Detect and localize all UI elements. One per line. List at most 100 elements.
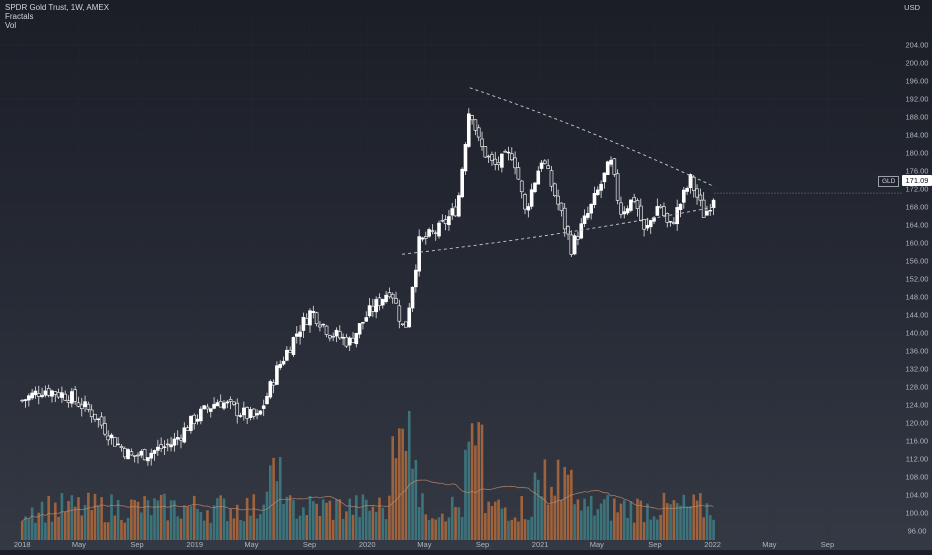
candle-body <box>390 294 395 299</box>
volume-bar <box>20 521 24 540</box>
volume-bar <box>629 501 633 540</box>
candle-body <box>437 222 441 237</box>
candle-body <box>483 146 488 158</box>
symbol-title[interactable]: SPDR Gold Trust, 1W, AMEX <box>5 3 110 12</box>
volume-bar <box>550 486 553 540</box>
volume-bar <box>626 517 629 540</box>
price-tick-label: 204.00 <box>906 41 929 50</box>
candle-body <box>351 337 355 343</box>
price-tick-label: 172.00 <box>906 185 929 194</box>
volume-bar <box>312 501 315 540</box>
candle-body <box>238 415 243 417</box>
volume-bar <box>321 499 325 540</box>
volume-bar <box>189 506 193 540</box>
volume-bar <box>259 514 262 540</box>
volume-bar <box>669 504 672 540</box>
candle-body <box>559 202 564 211</box>
volume-bar <box>57 516 60 540</box>
volume-bar <box>292 500 295 540</box>
volume-bar <box>50 521 54 540</box>
candle-body <box>503 151 507 153</box>
ticker-tag: GLD <box>878 176 900 187</box>
candle-body <box>175 437 180 440</box>
candle-body <box>533 182 537 193</box>
candle-body <box>165 443 170 446</box>
candle-body <box>30 392 34 399</box>
candle-body <box>126 449 130 460</box>
candle-body <box>248 409 253 418</box>
candle-body <box>423 236 428 239</box>
candle-body <box>83 401 87 408</box>
candle-body <box>179 437 183 441</box>
candle-body <box>86 403 91 410</box>
candle-body <box>268 381 273 398</box>
volume-bar <box>212 505 216 540</box>
candle-body <box>470 115 474 121</box>
time-tick-label: May <box>590 540 604 549</box>
candle-body <box>63 393 68 401</box>
volume-bar <box>37 512 41 540</box>
volume-bar <box>407 410 411 540</box>
price-tick-label: 104.00 <box>906 491 929 500</box>
candle-body <box>460 168 464 198</box>
candle-body <box>566 226 570 235</box>
volume-bar <box>53 502 57 540</box>
candle-body <box>169 444 173 448</box>
price-tick-label: 156.00 <box>906 257 929 266</box>
price-tick-label: 140.00 <box>906 329 929 338</box>
indicator-fractals-label[interactable]: Fractals <box>5 12 34 21</box>
volume-bar <box>156 500 160 540</box>
candle-body <box>27 395 31 401</box>
candle-body <box>427 229 431 237</box>
price-tick-label: 152.00 <box>906 275 929 284</box>
volume-bar <box>192 495 196 540</box>
candle-body <box>46 387 51 396</box>
candle-body <box>490 154 494 161</box>
currency-label[interactable]: USD <box>904 3 920 12</box>
volume-bar <box>622 500 626 540</box>
candle-body <box>486 155 491 158</box>
candle-body <box>23 399 28 401</box>
candle-body <box>281 360 286 365</box>
candle-body <box>189 415 193 431</box>
time-tick-label: Sep <box>476 540 489 549</box>
candle-body <box>582 215 587 224</box>
volume-bar <box>421 493 424 540</box>
volume-bar <box>404 450 408 540</box>
candle-body <box>146 457 150 462</box>
candle-body <box>357 323 362 335</box>
candle-body <box>271 382 276 386</box>
volume-bar <box>682 494 686 540</box>
volume-bar <box>437 517 441 540</box>
volume-bar <box>361 494 365 540</box>
volume-bar <box>63 511 67 540</box>
candle-body <box>304 317 309 325</box>
volume-bar <box>490 505 494 540</box>
candle-body <box>70 391 74 404</box>
volume-bar <box>73 506 77 540</box>
candle-body <box>142 449 147 461</box>
candle-body <box>116 443 120 446</box>
volume-bar <box>295 518 299 540</box>
candle-body <box>685 187 689 192</box>
volume-bar <box>596 509 600 540</box>
volume-bar <box>341 519 345 540</box>
volume-bar <box>517 521 520 540</box>
price-tick-label: 160.00 <box>906 239 929 248</box>
volume-bar <box>480 424 484 540</box>
candle-body <box>318 324 322 328</box>
candle-body <box>324 325 329 335</box>
candle-body <box>447 216 451 226</box>
volume-bar <box>411 468 414 540</box>
volume-bar <box>675 503 679 540</box>
candle-body <box>678 203 683 211</box>
price-tick-label: 132.00 <box>906 365 929 374</box>
candle-body <box>258 410 263 415</box>
time-tick-label: Sep <box>821 540 834 549</box>
volume-bar <box>656 519 659 540</box>
candle-body <box>453 206 458 217</box>
indicator-volume-label[interactable]: Vol <box>5 21 17 30</box>
volume-bar <box>381 507 385 540</box>
